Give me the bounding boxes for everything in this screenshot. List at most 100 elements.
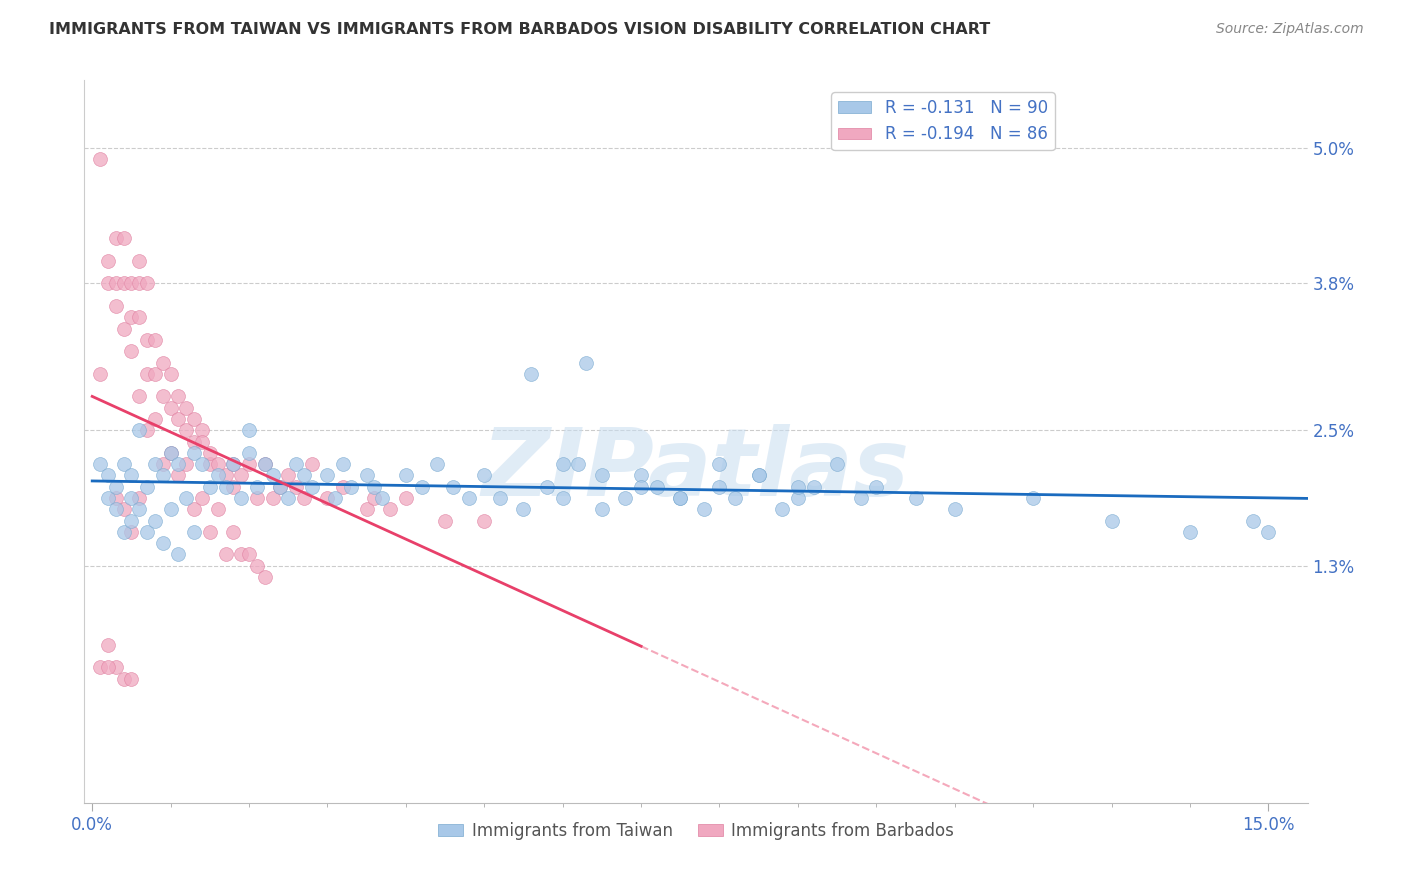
Point — [316, 491, 339, 505]
Point — [803, 480, 825, 494]
Point — [238, 446, 260, 460]
Point — [167, 548, 190, 562]
Point — [316, 468, 339, 483]
Point — [301, 457, 323, 471]
Point — [1101, 514, 1123, 528]
Point — [143, 333, 166, 347]
Point — [512, 502, 534, 516]
Point — [269, 480, 291, 494]
Point — [159, 502, 181, 516]
Point — [104, 480, 127, 494]
Point — [472, 514, 495, 528]
Point — [380, 502, 402, 516]
Point — [222, 457, 245, 471]
Point — [231, 468, 253, 483]
Point — [183, 434, 205, 449]
Point — [120, 468, 142, 483]
Point — [669, 491, 692, 505]
Point — [120, 524, 142, 539]
Point — [246, 480, 269, 494]
Point — [152, 536, 174, 550]
Point — [143, 457, 166, 471]
Point — [112, 672, 135, 686]
Point — [630, 480, 652, 494]
Point — [693, 502, 716, 516]
Point — [191, 491, 214, 505]
Point — [97, 638, 120, 652]
Point — [214, 548, 236, 562]
Point — [363, 491, 385, 505]
Point — [630, 468, 652, 483]
Point — [174, 457, 197, 471]
Point — [214, 480, 236, 494]
Point — [191, 423, 214, 437]
Point — [238, 423, 260, 437]
Point — [222, 524, 245, 539]
Point — [669, 491, 692, 505]
Point — [207, 502, 229, 516]
Point — [112, 321, 135, 335]
Point — [1241, 514, 1264, 528]
Text: IMMIGRANTS FROM TAIWAN VS IMMIGRANTS FROM BARBADOS VISION DISABILITY CORRELATION: IMMIGRANTS FROM TAIWAN VS IMMIGRANTS FRO… — [49, 22, 990, 37]
Point — [128, 502, 150, 516]
Point — [97, 491, 120, 505]
Point — [575, 355, 598, 369]
Point — [198, 457, 221, 471]
Point — [222, 457, 245, 471]
Point — [112, 457, 135, 471]
Point — [614, 491, 637, 505]
Point — [1178, 524, 1201, 539]
Point — [472, 468, 495, 483]
Point — [120, 310, 142, 325]
Point — [551, 491, 574, 505]
Point — [904, 491, 927, 505]
Point — [277, 491, 299, 505]
Point — [112, 231, 135, 245]
Point — [112, 277, 135, 291]
Point — [285, 480, 308, 494]
Point — [340, 480, 363, 494]
Point — [536, 480, 558, 494]
Point — [128, 277, 150, 291]
Point — [849, 491, 872, 505]
Point — [183, 446, 205, 460]
Point — [1257, 524, 1279, 539]
Point — [363, 480, 385, 494]
Point — [159, 367, 181, 381]
Point — [89, 660, 111, 674]
Point — [395, 468, 418, 483]
Point — [128, 389, 150, 403]
Point — [269, 480, 291, 494]
Point — [112, 502, 135, 516]
Point — [89, 367, 111, 381]
Point — [143, 514, 166, 528]
Point — [183, 524, 205, 539]
Point — [198, 446, 221, 460]
Point — [332, 457, 354, 471]
Point — [136, 524, 159, 539]
Point — [356, 468, 378, 483]
Point — [104, 299, 127, 313]
Point — [551, 457, 574, 471]
Point — [591, 502, 613, 516]
Point — [441, 480, 464, 494]
Point — [128, 253, 150, 268]
Point — [238, 548, 260, 562]
Point — [120, 672, 142, 686]
Point — [104, 231, 127, 245]
Point — [152, 389, 174, 403]
Point — [214, 468, 236, 483]
Point — [709, 457, 731, 471]
Point — [825, 457, 848, 471]
Point — [152, 468, 174, 483]
Point — [104, 502, 127, 516]
Point — [159, 401, 181, 415]
Point — [231, 548, 253, 562]
Point — [724, 491, 747, 505]
Point — [167, 389, 190, 403]
Point — [174, 491, 197, 505]
Point — [120, 344, 142, 359]
Point — [97, 660, 120, 674]
Point — [457, 491, 479, 505]
Point — [356, 502, 378, 516]
